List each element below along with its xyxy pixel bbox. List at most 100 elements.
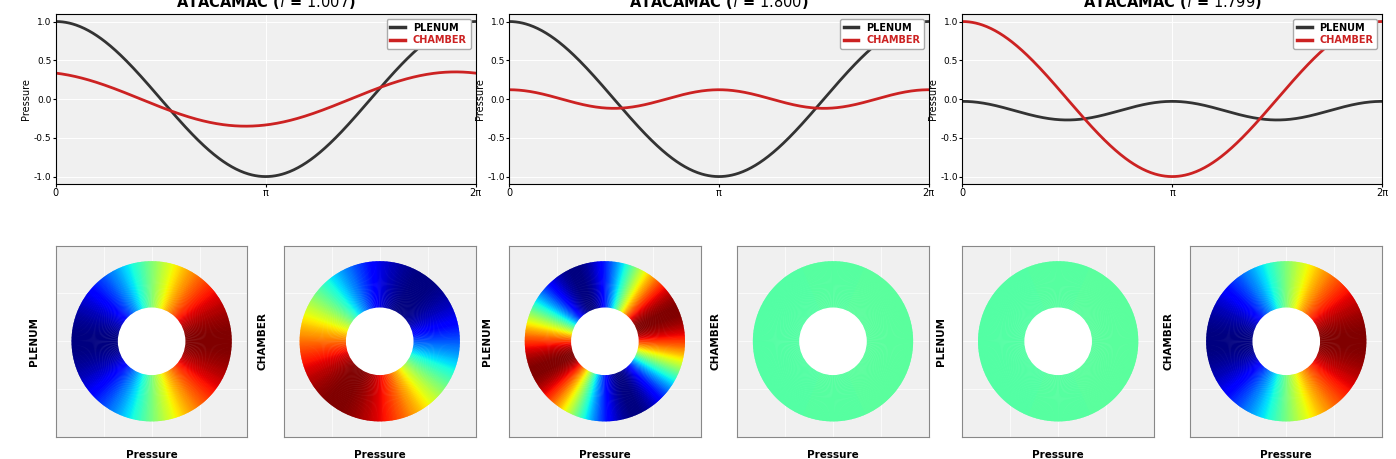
Wedge shape: [635, 354, 678, 375]
Wedge shape: [793, 270, 818, 313]
Wedge shape: [762, 356, 804, 380]
Wedge shape: [1316, 308, 1360, 328]
Wedge shape: [838, 374, 845, 421]
Wedge shape: [800, 268, 819, 311]
Wedge shape: [752, 341, 800, 343]
Wedge shape: [1319, 347, 1365, 358]
Wedge shape: [757, 352, 803, 369]
Wedge shape: [1289, 374, 1294, 421]
Wedge shape: [1090, 330, 1138, 337]
Wedge shape: [979, 330, 1026, 337]
Wedge shape: [1289, 374, 1295, 421]
Wedge shape: [89, 290, 126, 321]
Wedge shape: [1206, 345, 1254, 353]
Wedge shape: [825, 261, 831, 308]
Wedge shape: [630, 363, 664, 396]
Wedge shape: [581, 373, 596, 418]
Wedge shape: [1009, 368, 1039, 407]
Wedge shape: [105, 275, 133, 314]
Wedge shape: [1082, 286, 1118, 319]
Wedge shape: [638, 328, 684, 337]
Wedge shape: [408, 301, 450, 325]
Wedge shape: [859, 362, 895, 394]
Wedge shape: [73, 329, 119, 337]
Wedge shape: [180, 303, 223, 326]
Wedge shape: [134, 374, 145, 420]
Wedge shape: [1085, 360, 1124, 388]
Wedge shape: [317, 290, 355, 321]
Wedge shape: [403, 287, 440, 319]
Wedge shape: [786, 276, 814, 315]
Wedge shape: [159, 373, 173, 419]
Wedge shape: [342, 269, 366, 312]
Wedge shape: [402, 366, 434, 402]
Wedge shape: [184, 344, 232, 351]
Wedge shape: [155, 262, 163, 308]
Wedge shape: [551, 280, 584, 317]
Wedge shape: [623, 369, 649, 409]
Wedge shape: [1309, 364, 1344, 398]
Wedge shape: [1302, 272, 1329, 313]
Wedge shape: [331, 368, 360, 407]
Wedge shape: [159, 263, 172, 309]
Wedge shape: [991, 295, 1032, 323]
Wedge shape: [322, 364, 356, 398]
Wedge shape: [864, 351, 910, 366]
Wedge shape: [412, 325, 459, 336]
Wedge shape: [370, 374, 377, 421]
Wedge shape: [1294, 263, 1307, 309]
Wedge shape: [1300, 268, 1321, 311]
Wedge shape: [1279, 374, 1284, 421]
Wedge shape: [77, 353, 121, 372]
Wedge shape: [324, 283, 357, 318]
Wedge shape: [1272, 262, 1282, 309]
Wedge shape: [1259, 372, 1276, 417]
Wedge shape: [994, 361, 1032, 390]
Wedge shape: [183, 313, 228, 330]
Wedge shape: [981, 350, 1026, 364]
Wedge shape: [1092, 332, 1138, 338]
Wedge shape: [542, 291, 579, 321]
Wedge shape: [1209, 317, 1255, 332]
Wedge shape: [1222, 361, 1261, 390]
Wedge shape: [1076, 274, 1104, 314]
Wedge shape: [73, 326, 119, 336]
Wedge shape: [623, 369, 651, 409]
Wedge shape: [1319, 341, 1367, 344]
Wedge shape: [560, 274, 586, 314]
Wedge shape: [387, 374, 398, 420]
Wedge shape: [320, 287, 356, 319]
Wedge shape: [1280, 374, 1284, 421]
Wedge shape: [306, 354, 349, 375]
Wedge shape: [1034, 264, 1048, 310]
Wedge shape: [1036, 264, 1050, 309]
Wedge shape: [181, 304, 223, 327]
Wedge shape: [1043, 262, 1053, 309]
Wedge shape: [381, 261, 387, 308]
Wedge shape: [850, 272, 875, 313]
Wedge shape: [838, 374, 846, 420]
Wedge shape: [180, 299, 221, 325]
Wedge shape: [1231, 365, 1265, 401]
Wedge shape: [1085, 291, 1122, 321]
Wedge shape: [525, 333, 572, 339]
Wedge shape: [860, 360, 899, 388]
Wedge shape: [94, 364, 128, 398]
Wedge shape: [1293, 263, 1302, 309]
Wedge shape: [1297, 372, 1314, 418]
Wedge shape: [831, 261, 833, 308]
Wedge shape: [413, 341, 459, 343]
Wedge shape: [181, 308, 225, 328]
Wedge shape: [634, 301, 674, 325]
Wedge shape: [412, 347, 459, 357]
Wedge shape: [173, 366, 204, 403]
Wedge shape: [810, 373, 824, 419]
Wedge shape: [759, 354, 803, 375]
Wedge shape: [1087, 356, 1129, 379]
Wedge shape: [1263, 373, 1277, 419]
Wedge shape: [826, 261, 831, 308]
Wedge shape: [302, 319, 348, 333]
Wedge shape: [399, 277, 429, 315]
Wedge shape: [1206, 337, 1254, 341]
Wedge shape: [1305, 368, 1333, 408]
